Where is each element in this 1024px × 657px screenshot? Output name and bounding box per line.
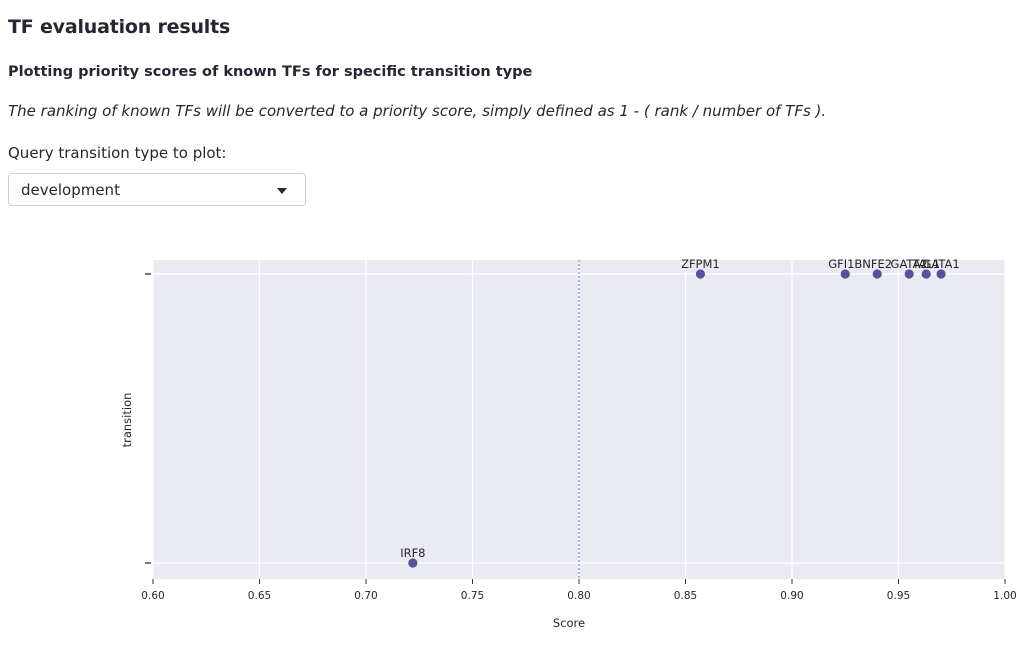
data-point	[872, 269, 882, 279]
point-label: IRF8	[400, 546, 425, 560]
data-point	[840, 269, 850, 279]
x-axis-label: Score	[553, 616, 585, 630]
description-text: The ranking of known TFs will be convert…	[8, 102, 827, 120]
transition-type-select[interactable]: development	[8, 173, 306, 206]
x-tick-label: 0.70	[354, 590, 377, 602]
data-point	[921, 269, 931, 279]
point-label: NFE2	[862, 257, 892, 271]
chevron-down-icon[interactable]	[277, 188, 287, 194]
section-subtitle: Plotting priority scores of known TFs fo…	[8, 64, 533, 80]
x-tick-label: 0.60	[141, 590, 164, 602]
data-point	[904, 269, 914, 279]
point-label: GFI1B	[828, 257, 862, 271]
point-label: GATA1	[922, 257, 959, 271]
page-title: TF evaluation results	[8, 16, 231, 38]
data-point	[408, 558, 418, 568]
select-value: development	[21, 181, 120, 199]
point-label: TAL1	[911, 257, 940, 271]
x-tick-label: 0.95	[887, 590, 910, 602]
transition-select-label: Query transition type to plot:	[8, 144, 227, 162]
x-tick-label: 0.90	[780, 590, 803, 602]
y-axis-label: transition	[120, 393, 134, 448]
point-label: ZFPM1	[681, 257, 720, 271]
x-tick-label: 1.00	[993, 590, 1016, 602]
data-point	[695, 269, 706, 279]
point-label: GATA2	[891, 257, 928, 271]
data-point	[936, 269, 946, 279]
priority-score-chart: 0.60 0.65 0.70 0.75 0.80 0.85 0.90 0.95 1.00 ZFPM…	[120, 257, 1017, 630]
x-tick-label: 0.80	[567, 590, 590, 602]
x-tick-label: 0.65	[248, 590, 271, 602]
x-tick-label: 0.85	[674, 590, 697, 602]
x-tick-label: 0.75	[461, 590, 484, 602]
